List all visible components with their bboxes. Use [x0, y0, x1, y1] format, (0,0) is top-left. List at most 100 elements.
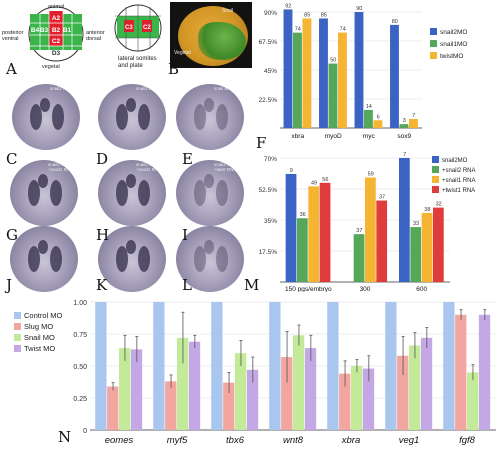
label-top: animal: [48, 4, 64, 10]
panel-letter-l: L: [182, 276, 192, 294]
bar: [365, 177, 376, 282]
embryo-photo-c: snail2 MO: [12, 84, 80, 150]
stain-mark: [116, 104, 128, 130]
embryo-photo-h: snail2 MO +snail1 RNA: [98, 160, 166, 226]
bar: [478, 314, 491, 430]
bar: [223, 382, 235, 430]
bar: [455, 314, 467, 430]
data-label: 7: [403, 152, 406, 158]
panel-letter-g: G: [6, 226, 18, 244]
y-tick-label: 70%: [264, 156, 277, 163]
red-cell-a2: [49, 11, 63, 23]
bar: [319, 182, 331, 282]
bar: [302, 18, 312, 129]
category-label: myf5: [167, 435, 188, 446]
panel-letter-a: A: [6, 60, 17, 78]
vegetal-label: Vegetal: [174, 50, 191, 56]
embryo-caption: snail MO: [214, 86, 232, 91]
bar: [211, 302, 223, 430]
legend-swatch: [430, 28, 437, 35]
data-label: 32: [436, 202, 442, 208]
stain-mark: [116, 246, 128, 272]
data-label: 59: [368, 171, 374, 177]
stain-mark: [40, 98, 50, 112]
legend-swatch: [432, 166, 439, 173]
panel-letter-n: N: [58, 428, 72, 446]
legend-swatch: [14, 323, 21, 330]
bar: [408, 118, 418, 128]
stain-mark: [216, 104, 228, 130]
stain-mark: [28, 180, 40, 206]
bar: [421, 212, 433, 282]
bar: [304, 348, 317, 430]
data-label: 74: [295, 27, 301, 33]
data-label: 37: [356, 228, 362, 234]
bar: [177, 337, 189, 430]
bar: [353, 234, 365, 282]
category-label: sox9: [397, 133, 411, 140]
stain-mark: [50, 180, 62, 206]
cell-label: B3: [40, 27, 49, 34]
stain-mark: [126, 98, 136, 112]
cell-label: C3: [125, 25, 133, 31]
stain-mark: [38, 240, 48, 254]
bar: [339, 373, 351, 430]
stain-mark: [138, 180, 150, 206]
y-tick-label: 45%: [264, 68, 277, 75]
stain-mark: [138, 104, 150, 130]
data-label: 92: [285, 3, 291, 9]
bar: [246, 369, 259, 430]
cell-label: D3: [52, 50, 61, 57]
legend-swatch: [14, 334, 21, 341]
bar: [385, 302, 397, 430]
stain-mark: [38, 174, 48, 188]
y-tick-label: 1.00: [73, 300, 87, 307]
data-label: 90: [356, 6, 362, 12]
embryo-caption: snail2 MO +twist RNA: [214, 162, 237, 172]
stain-mark: [216, 246, 228, 272]
legend-label: +snail1 RNA: [442, 178, 476, 184]
category-label: 150 pgs/embryo: [285, 286, 332, 292]
cell-label: C2: [52, 38, 61, 45]
data-label: 50: [330, 58, 336, 64]
bar: [399, 124, 409, 128]
bar: [153, 302, 165, 430]
bar: [397, 355, 409, 430]
bar: [285, 173, 297, 282]
legend-swatch: [432, 156, 439, 163]
bar: [410, 227, 422, 282]
bar: [373, 120, 383, 128]
legend-label: snail1MO: [440, 41, 467, 48]
legend-swatch: [14, 312, 21, 319]
y-tick-label: 67.5%: [259, 39, 278, 46]
label-right: anterior dorsal: [86, 30, 105, 42]
data-label: 49: [311, 180, 317, 186]
y-tick-label: 90%: [264, 10, 277, 17]
embryo-photo-i: snail2 MO +twist RNA: [176, 160, 244, 226]
snail-label: Snail: [222, 8, 234, 14]
bar: [293, 32, 302, 128]
embryo-photo-k: [98, 226, 166, 292]
panel-letter-f: F: [256, 134, 267, 152]
stain-mark: [126, 174, 136, 188]
panel-letter-h: H: [96, 226, 110, 244]
category-label: fgf8: [459, 435, 476, 446]
legend-swatch: [430, 52, 437, 59]
stain-mark: [216, 180, 228, 206]
bar: [328, 63, 338, 128]
embryo-photo-d: snail2 MO: [98, 84, 166, 150]
label-left: posterior ventral: [2, 30, 24, 42]
legend-label: snail2MO: [440, 29, 467, 36]
stain-mark: [194, 246, 206, 272]
bar: [165, 381, 177, 430]
label-bottom: vegetal: [42, 64, 60, 70]
stain-mark: [126, 240, 136, 254]
stain-mark: [194, 104, 206, 130]
chart-n: 1.00 0.75 0.50 0.25 0 eomes myf5 tbx6 wnt8 xbra ve…: [14, 300, 496, 446]
category-label: eomes: [105, 435, 134, 446]
bar: [443, 302, 455, 430]
data-label: 3: [403, 118, 406, 124]
y-tick-label: 22.5%: [259, 97, 278, 104]
category-label: tbx6: [226, 435, 245, 446]
stain-mark: [194, 180, 206, 206]
